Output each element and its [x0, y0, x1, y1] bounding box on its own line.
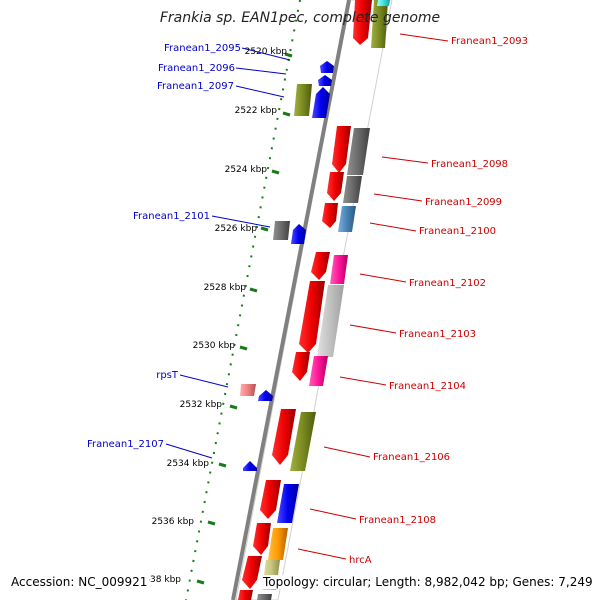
label-franean1-2102: Franean1_2102 — [409, 278, 486, 289]
tick-labels: 2520 kbp 2522 kbp 2524 kbp 2526 kbp 2528… — [139, 47, 288, 585]
gene-hrca-red — [253, 523, 271, 555]
label-franean1-2106: Franean1_2106 — [373, 452, 450, 463]
gene-franean1-2100-red — [322, 203, 338, 228]
gene-gray-bottom — [257, 594, 272, 600]
gene-franean1-2102-pink — [330, 255, 348, 284]
inner-tick-track — [185, 0, 301, 600]
tick-label-2528: 2528 kbp — [204, 283, 247, 293]
gene-franean1-2107 — [243, 461, 257, 471]
gene-rpst-blue — [258, 390, 273, 401]
gene-franean1-2104-red — [292, 352, 310, 381]
gene-franean1-2097-olive — [294, 84, 312, 116]
label-franean1-2100: Franean1_2100 — [419, 226, 496, 237]
gene-franean1-2101-gray — [273, 221, 290, 240]
label-franean1-2099: Franean1_2099 — [425, 197, 502, 208]
gene-rpst-salmon — [240, 384, 256, 396]
leader-lines-left — [165, 47, 291, 459]
gene-franean1-2099-red — [327, 172, 344, 201]
label-franean1-2104: Franean1_2104 — [389, 381, 466, 392]
genome-backbone — [231, 0, 351, 600]
label-franean1-2107: Franean1_2107 — [87, 439, 164, 450]
gene-red-bottom-2 — [238, 590, 253, 600]
gene-franean1-2101-blue — [291, 224, 306, 244]
label-franean1-2093: Franean1_2093 — [451, 36, 528, 47]
gene-cyan-top — [377, 0, 390, 6]
gene-hrca-orange — [268, 528, 288, 560]
gene-franean1-2098-gray — [347, 128, 370, 175]
tick-label-2532: 2532 kbp — [180, 400, 223, 410]
tick-label-2522: 2522 kbp — [235, 106, 278, 116]
label-franean1-2101: Franean1_2101 — [133, 211, 210, 222]
label-franean1-2095: Franean1_2095 — [164, 43, 241, 54]
gene-franean1-2097-blue — [312, 87, 330, 118]
tick-label-2534: 2534 kbp — [167, 459, 210, 469]
gene-red-top — [353, 0, 372, 45]
label-franean1-2098: Franean1_2098 — [431, 159, 508, 170]
tick-label-2538: 2538 kbp — [139, 575, 182, 585]
gene-franean1-2106-olive — [290, 412, 316, 471]
label-franean1-2108: Franean1_2108 — [359, 515, 436, 526]
gene-franean1-2098-red — [332, 126, 351, 173]
tick-label-2530: 2530 kbp — [193, 341, 236, 351]
map-title: Frankia sp. EAN1pec, complete genome — [159, 10, 441, 26]
gene-labels-left: Franean1_2095 Franean1_2096 Franean1_209… — [87, 43, 241, 450]
gene-features — [238, 0, 390, 600]
topology-text: Topology: circular; Length: 8,982,042 bp… — [261, 575, 595, 589]
label-hrca: hrcA — [349, 555, 372, 566]
gene-franean1-2103-red — [299, 281, 325, 353]
tick-label-2520: 2520 kbp — [245, 47, 288, 57]
label-franean1-2103: Franean1_2103 — [399, 329, 476, 340]
gene-labels-right: Franean1_2093 Franean1_2098 Franean1_209… — [349, 36, 528, 566]
tick-label-2526: 2526 kbp — [215, 224, 258, 234]
tick-label-2524: 2524 kbp — [225, 165, 268, 175]
label-rpst: rpsT — [156, 370, 179, 381]
gene-franean1-2100-steel — [338, 206, 356, 232]
gene-franean1-2095 — [320, 61, 334, 73]
gene-franean1-2102-red — [311, 252, 330, 280]
tick-label-2536: 2536 kbp — [152, 517, 195, 527]
gene-franean1-2108-red — [260, 480, 281, 519]
gene-franean1-2103-lgray — [317, 285, 344, 357]
accession-text: Accession: NC_009921 — [9, 575, 150, 589]
leader-lines-right — [297, 33, 449, 560]
gene-franean1-2106-red — [272, 409, 296, 465]
gene-red-bottom — [242, 556, 262, 589]
gene-olive-top — [371, 0, 388, 48]
gene-franean1-2096 — [318, 75, 332, 86]
gene-franean1-2108-blue — [277, 484, 299, 523]
label-franean1-2097: Franean1_2097 — [157, 81, 234, 92]
gene-franean1-2099-gray — [343, 176, 362, 203]
tick-marks — [196, 52, 293, 585]
label-franean1-2096: Franean1_2096 — [158, 63, 235, 74]
gene-franean1-2104-pink — [309, 356, 328, 386]
